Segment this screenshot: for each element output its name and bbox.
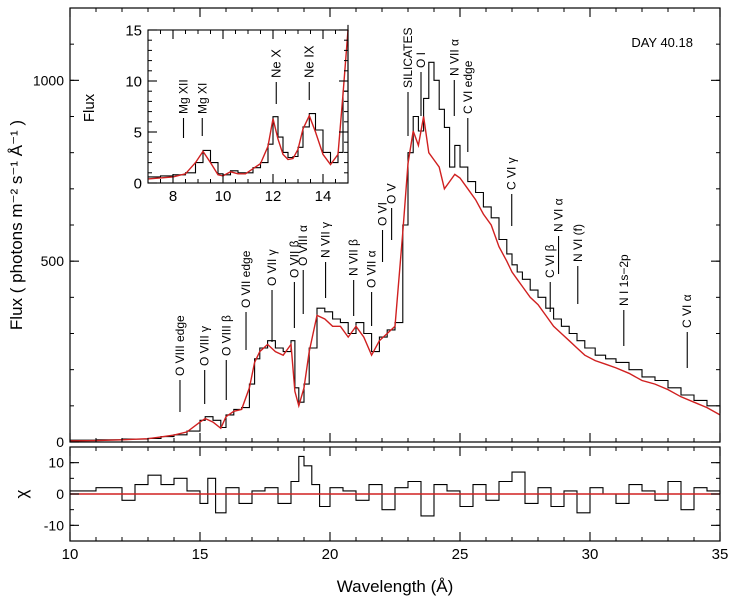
inset-series-model: [147, 29, 349, 180]
resid-x-tick-label: 15: [192, 546, 209, 563]
main-line-label: O VIII β: [219, 315, 233, 356]
inset-line-label: Ne IX: [301, 45, 316, 78]
resid-y-tick-label: 0: [56, 486, 64, 502]
inset-line-label: Mg XI: [195, 83, 209, 114]
residual-panel: -10 0 10 10 15 20 25 30 35 χ Wavelength (Å): [12, 446, 729, 596]
main-line-label: O VII β: [287, 240, 301, 278]
inset-y-tick-label: 10: [125, 73, 142, 90]
inset-line-label: Mg XII: [177, 79, 191, 114]
main-line-label: N VII β: [347, 239, 361, 276]
residual-series: [70, 455, 721, 517]
main-line-label: O V: [385, 183, 399, 204]
main-line-label: O VII α: [365, 250, 379, 288]
inset-y-tick-label: 15: [125, 22, 142, 39]
main-line-label: O I: [414, 52, 428, 68]
day-label: DAY 40.18: [631, 35, 693, 50]
main-line-label: O VI: [376, 202, 390, 226]
main-line-label: C VI edge: [461, 60, 475, 114]
main-line-label: N I 1s−2p: [617, 254, 631, 306]
main-y-axis-label: Flux ( photons m⁻² s⁻¹ Å⁻¹ ): [7, 120, 26, 330]
main-line-label: C VI γ: [505, 157, 519, 190]
main-y-tick-label: 1000: [33, 72, 64, 88]
main-line-label: N VI (f): [571, 224, 585, 262]
main-line-label: N VII γ: [319, 222, 333, 258]
x-axis-label: Wavelength (Å): [337, 577, 454, 596]
inset-panel: 8 10 12 14 0 5 10 15 Flux Mg XII Mg XI Ne X Ne IX: [81, 22, 349, 205]
resid-y-tick-label: 10: [48, 455, 64, 471]
main-y-tick-label: 500: [41, 253, 65, 269]
residual-y-axis-label: χ: [12, 489, 31, 498]
main-line-label: O VII γ: [265, 249, 279, 286]
main-series-model: [69, 116, 721, 442]
main-y-tick-label: 0: [56, 434, 64, 450]
main-line-label: O VII edge: [239, 250, 253, 308]
main-line-label: C VI α: [680, 294, 694, 328]
inset-y-tick-label: 0: [134, 175, 142, 192]
inset-x-tick-label: 10: [215, 188, 232, 205]
inset-y-axis-label: Flux: [81, 93, 98, 122]
resid-x-tick-label: 30: [582, 546, 599, 563]
inset-line-label: Ne X: [268, 49, 283, 78]
main-line-label: O VIII γ: [198, 326, 212, 366]
main-line-label: SILICATES: [401, 28, 415, 88]
main-panel: 0 500 1000 DAY 40.18 Flux ( photons m⁻² s⁻…: [7, 7, 721, 450]
resid-x-tick-label: 25: [452, 546, 469, 563]
main-line-label: O VIII edge: [173, 315, 187, 376]
main-line-label: C VI β: [543, 244, 557, 278]
inset-x-tick-label: 14: [315, 188, 332, 205]
resid-y-tick-label: -10: [44, 517, 64, 533]
resid-x-tick-label: 10: [62, 546, 79, 563]
main-line-label: N VI α: [552, 198, 566, 232]
resid-x-tick-label: 20: [322, 546, 339, 563]
main-line-label: O VIII α: [296, 225, 310, 266]
inset-series-observed: [148, 24, 349, 178]
inset-y-tick-label: 5: [134, 124, 142, 141]
inset-x-tick-label: 8: [169, 188, 177, 205]
inset-x-tick-label: 12: [265, 188, 282, 205]
main-line-label: N VII α: [447, 39, 461, 76]
resid-x-tick-label: 35: [712, 546, 729, 563]
